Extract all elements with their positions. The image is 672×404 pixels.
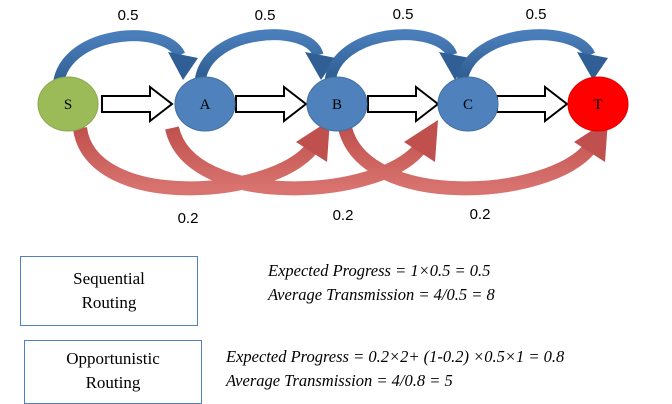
hop-arc [324,29,470,84]
forward-arrow [235,84,308,124]
sequential-label-line2: Routing [81,293,137,312]
hop-probability: 0.5 [393,6,414,23]
opportunistic-label-line1: Opportunistic [66,349,160,368]
skip-probability: 0.2 [470,206,491,223]
node-c: C [437,76,499,132]
sequential-label-line1: Sequential [73,269,145,288]
routing-diagram: S A B C T 0.5 0.5 0.5 0.5 0.2 0.2 0.2 [37,6,629,227]
forward-arrow [367,84,440,124]
hop-probability: 0.5 [526,6,547,23]
node-s-label: S [64,97,72,113]
node-s: S [37,76,99,132]
skip-arc [73,120,330,196]
node-a: A [174,76,236,132]
sequential-average-transmission: Average Transmission = 4/0.5 = 8 [268,285,495,304]
opportunistic-expected-progress: Expected Progress = 0.2×2+ (1-0.2) ×0.5×… [226,347,565,366]
opportunistic-label-line2: Routing [85,373,141,392]
sequential-expected-progress: Expected Progress = 1×0.5 = 0.5 [268,261,491,280]
hop-probability: 0.5 [255,7,276,24]
hop-probability: 0.5 [118,7,139,24]
skip-probability: 0.2 [333,207,354,224]
skip-arc [165,120,438,196]
opportunistic-routing-box: Opportunistic Routing [24,340,202,404]
node-c-label: C [463,97,473,113]
forward-arrow [496,84,569,124]
forward-arrow [101,84,174,124]
opportunistic-average-transmission: Average Transmission = 4/0.8 = 5 [226,371,453,390]
hop-arc [194,29,336,84]
node-a-label: A [200,97,211,113]
sequential-routing-box: Sequential Routing [20,256,198,326]
node-b: B [306,76,368,132]
node-t: T [567,76,629,132]
hop-arc [456,29,608,84]
skip-probability: 0.2 [178,210,199,227]
node-t-label: T [593,97,602,113]
node-b-label: B [332,97,342,113]
hop-arc [52,30,198,91]
